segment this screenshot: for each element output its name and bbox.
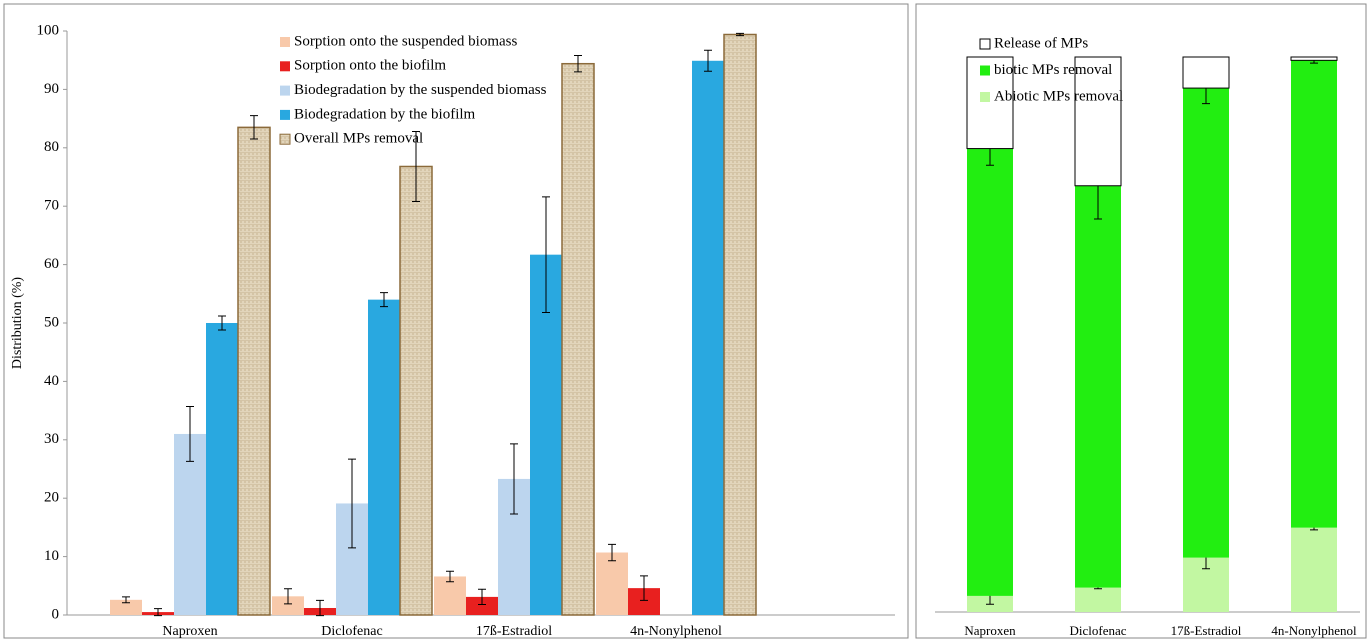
bar — [1075, 587, 1121, 612]
error-bar — [640, 575, 648, 601]
y-tick-label: 0 — [52, 606, 60, 622]
bar — [723, 33, 757, 616]
legend-swatch — [280, 37, 290, 47]
error-bar — [412, 130, 420, 203]
bar — [272, 596, 304, 615]
bar — [967, 148, 1013, 596]
x-tick-label: Diclofenac — [1069, 623, 1126, 638]
legend-swatch — [980, 92, 990, 102]
error-bar — [186, 406, 194, 462]
bar — [174, 433, 206, 615]
y-axis-label: Distribution (%) — [10, 277, 25, 369]
bar — [1291, 527, 1337, 612]
bar — [1182, 56, 1230, 89]
bar — [561, 62, 595, 616]
bar — [966, 56, 1014, 150]
bar — [237, 126, 271, 616]
x-tick-label: 17ß-Estradiol — [476, 624, 552, 639]
y-tick-label: 80 — [44, 139, 59, 155]
left-panel — [3, 3, 909, 639]
y-tick-label: 30 — [44, 431, 59, 447]
bar — [434, 576, 466, 615]
legend-swatch — [280, 85, 290, 96]
legend-label: Sorption onto the biofilm — [294, 58, 446, 74]
y-tick-label: 40 — [44, 373, 59, 389]
error-bar — [478, 588, 486, 605]
right-panel — [915, 3, 1367, 639]
error-bar — [736, 32, 744, 37]
bar — [1290, 56, 1338, 61]
legend-swatch — [280, 61, 290, 72]
x-tick-label: Naproxen — [162, 624, 217, 639]
x-tick-label: Diclofenac — [321, 624, 382, 639]
legend-swatch — [980, 65, 990, 76]
legend-label: Abiotic MPs removal — [994, 88, 1123, 104]
bar — [596, 552, 628, 615]
bar — [692, 60, 724, 616]
bar — [1291, 60, 1337, 528]
x-tick-label: 4n-Nonylphenol — [1271, 623, 1357, 638]
error-bar — [122, 596, 130, 604]
legend-label: Biodegradation by the biofilm — [294, 106, 476, 122]
error-bar — [446, 570, 454, 583]
error-bar — [154, 608, 162, 617]
error-bar — [250, 115, 258, 140]
y-tick-label: 60 — [44, 256, 59, 272]
y-tick-label: 50 — [44, 314, 59, 330]
bar — [206, 323, 238, 615]
error-bar — [704, 49, 712, 72]
error-bar — [574, 55, 582, 73]
error-bar — [608, 543, 616, 562]
error-bar — [348, 458, 356, 549]
error-bar — [218, 315, 226, 331]
bar — [399, 165, 433, 616]
y-tick-label: 70 — [44, 198, 59, 214]
legend-label: Biodegradation by the suspended biomass — [294, 82, 547, 98]
bar — [466, 596, 498, 615]
legend-label: biotic MPs removal — [994, 62, 1112, 78]
y-tick-label: 20 — [44, 490, 59, 506]
bar — [1183, 88, 1229, 558]
bar — [368, 299, 400, 615]
error-bar — [510, 443, 518, 515]
bar — [530, 254, 562, 615]
legend-swatch — [279, 133, 291, 145]
y-tick-label: 10 — [44, 548, 59, 564]
y-tick-label: 100 — [37, 22, 60, 38]
x-tick-label: 17ß-Estradiol — [1171, 623, 1242, 638]
error-bar — [380, 292, 388, 308]
error-bar — [316, 599, 324, 617]
legend-swatch — [979, 38, 991, 50]
legend-swatch — [280, 109, 290, 120]
legend-label: Release of MPs — [994, 35, 1088, 51]
legend-label: Sorption onto the suspended biomass — [294, 33, 517, 49]
legend-label: Overall MPs removal — [294, 131, 423, 147]
x-tick-label: Naproxen — [964, 623, 1016, 638]
x-tick-label: 4n-Nonylphenol — [630, 624, 722, 639]
y-tick-label: 90 — [44, 81, 59, 97]
bar — [110, 599, 142, 615]
bar — [1074, 56, 1122, 187]
error-bar — [284, 588, 292, 605]
bar — [1075, 185, 1121, 588]
error-bar — [542, 196, 550, 313]
